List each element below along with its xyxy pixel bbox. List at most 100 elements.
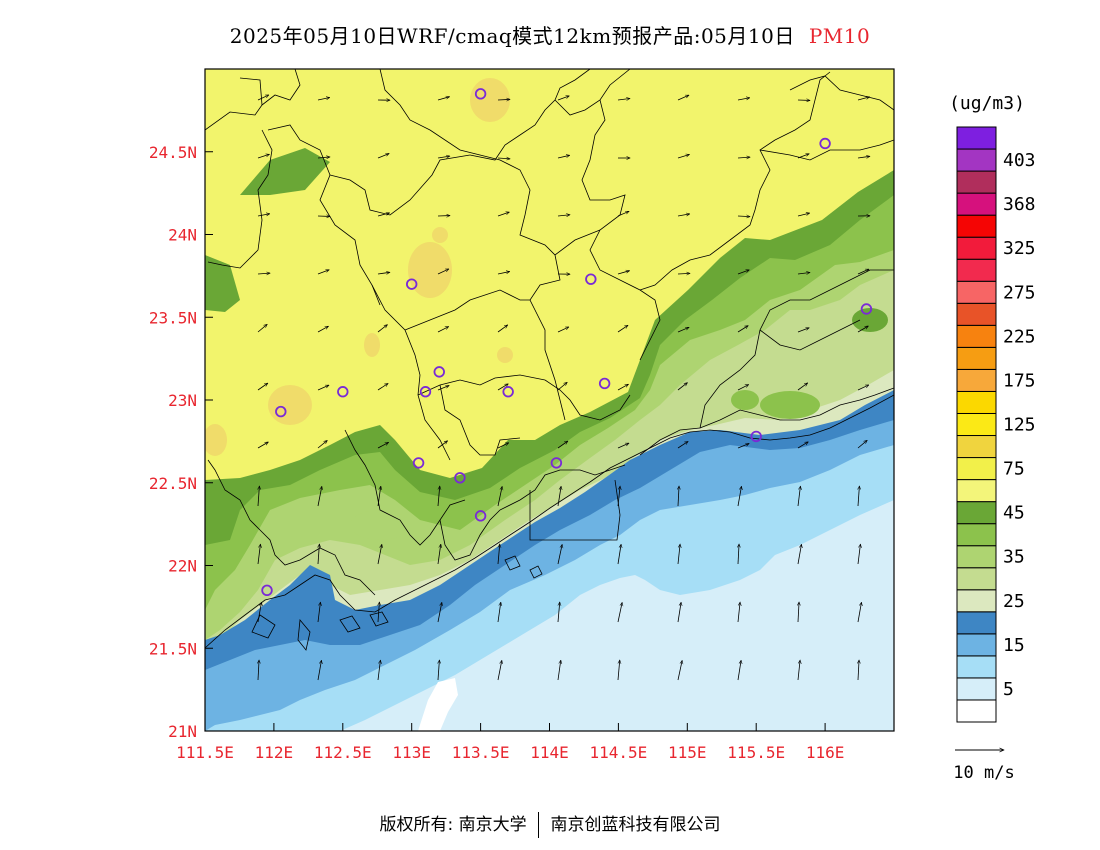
wind-arrow xyxy=(497,602,501,623)
wind-arrow xyxy=(497,325,508,333)
lon-tick-label: 112E xyxy=(255,743,294,762)
wind-arrow xyxy=(617,271,630,275)
wind-arrow xyxy=(618,660,620,681)
wind-arrow xyxy=(497,158,510,159)
wind-arrow xyxy=(677,273,690,274)
colorbar-swatch xyxy=(956,567,997,591)
copyright-org-2: 南京创蓝科技有限公司 xyxy=(550,815,721,835)
wind-arrow xyxy=(257,441,268,449)
wind-arrow xyxy=(377,154,389,159)
wind-arrow xyxy=(257,94,269,101)
colorbar-swatch xyxy=(956,501,997,525)
lat-tick-label: 24.5N xyxy=(149,143,197,162)
pollutant-label: PM10 xyxy=(808,24,871,48)
wind-arrow xyxy=(557,486,561,507)
station-marker xyxy=(474,88,487,100)
colorbar-swatch xyxy=(956,435,997,459)
station-marker xyxy=(502,386,514,398)
wind-arrow xyxy=(737,326,748,333)
wind-arrow xyxy=(797,213,810,217)
wind-arrow xyxy=(617,210,629,217)
wind-arrow xyxy=(317,486,322,507)
colorbar-label: 5 xyxy=(1003,679,1014,700)
colorbar-label: 325 xyxy=(1003,238,1036,259)
wind-arrow xyxy=(677,602,681,623)
wind-reference-label: 10 m/s xyxy=(953,763,1014,783)
colorbar-label: 403 xyxy=(1003,150,1036,171)
wind-arrow xyxy=(617,383,628,391)
colorbar-label: 368 xyxy=(1003,194,1036,215)
station-marker xyxy=(550,457,563,469)
wind-arrow xyxy=(257,273,270,274)
station-marker xyxy=(474,510,487,522)
wind-arrow xyxy=(737,602,740,623)
wind-arrow xyxy=(557,96,569,101)
colorbar-swatch xyxy=(956,148,997,172)
colorbar-swatch xyxy=(956,258,997,282)
copyright-footer: 版权所有: 南京大学 南京创蓝科技有限公司 xyxy=(0,810,1100,838)
wind-arrow xyxy=(617,602,622,623)
wind-arrow xyxy=(317,440,327,449)
wind-arrow xyxy=(557,660,561,681)
map-title: 2025年05月10日WRF/cmaq模式12km预报产品:05月10日 PM10 xyxy=(0,20,1100,49)
wind-arrow xyxy=(497,442,509,449)
pm10-concentration-field xyxy=(205,69,894,731)
wind-arrow xyxy=(497,272,510,275)
lon-tick-label: 115.5E xyxy=(727,743,785,762)
wind-arrow xyxy=(557,382,567,391)
colorbar-swatch xyxy=(956,170,997,194)
wind-arrow xyxy=(437,602,442,623)
lon-tick-label: 115E xyxy=(668,743,707,762)
colorbar-swatch xyxy=(956,324,997,348)
wind-arrow xyxy=(737,660,741,681)
wind-arrow xyxy=(857,544,860,565)
wind-arrow xyxy=(317,325,328,333)
wind-arrow xyxy=(857,384,869,391)
colorbar-swatch xyxy=(956,368,997,392)
wind-arrow xyxy=(797,383,808,391)
wind-arrow xyxy=(677,214,690,217)
lat-tick-label: 21N xyxy=(168,722,197,741)
wind-arrow xyxy=(438,660,439,681)
wind-arrow xyxy=(377,486,381,507)
wind-arrow xyxy=(258,660,259,681)
wind-arrow xyxy=(617,325,628,333)
wind-arrow xyxy=(377,442,389,449)
wind-arrow xyxy=(557,441,568,449)
wind-arrow xyxy=(497,660,502,681)
administrative-boundaries xyxy=(205,69,894,651)
wind-arrow xyxy=(377,660,380,681)
wind-arrow xyxy=(437,386,449,391)
wind-arrow xyxy=(317,384,329,391)
colorbar-swatch xyxy=(956,390,997,414)
wind-arrow xyxy=(677,441,688,449)
wind-arrow xyxy=(317,98,330,101)
wind-arrow xyxy=(617,99,630,100)
wind-arrow xyxy=(557,215,570,216)
station-marker xyxy=(275,405,287,418)
wind-arrow xyxy=(257,214,270,217)
wind-arrow xyxy=(557,326,569,333)
colorbar-swatch xyxy=(956,479,997,503)
wind-arrow xyxy=(677,544,680,565)
lat-tick-label: 22N xyxy=(168,557,197,576)
wind-arrow xyxy=(377,383,388,391)
wind-arrow xyxy=(737,486,741,507)
wind-arrow xyxy=(737,384,749,391)
wind-arrow xyxy=(497,212,509,217)
wind-arrow xyxy=(858,486,859,507)
wind-arrow xyxy=(437,97,450,101)
wind-arrow xyxy=(677,94,689,101)
wind-arrow xyxy=(857,268,869,275)
wind-arrow xyxy=(257,154,269,159)
colorbar-swatch xyxy=(956,412,997,437)
wind-arrow xyxy=(737,157,750,158)
wind-arrow xyxy=(497,486,502,507)
colorbar-swatch xyxy=(956,523,997,547)
colorbar-label: 35 xyxy=(1003,547,1025,568)
lat-tick-label: 21.5N xyxy=(149,639,197,658)
wind-arrow xyxy=(557,155,570,159)
colorbar-label: 175 xyxy=(1003,370,1036,391)
colorbar-swatch xyxy=(956,589,997,613)
